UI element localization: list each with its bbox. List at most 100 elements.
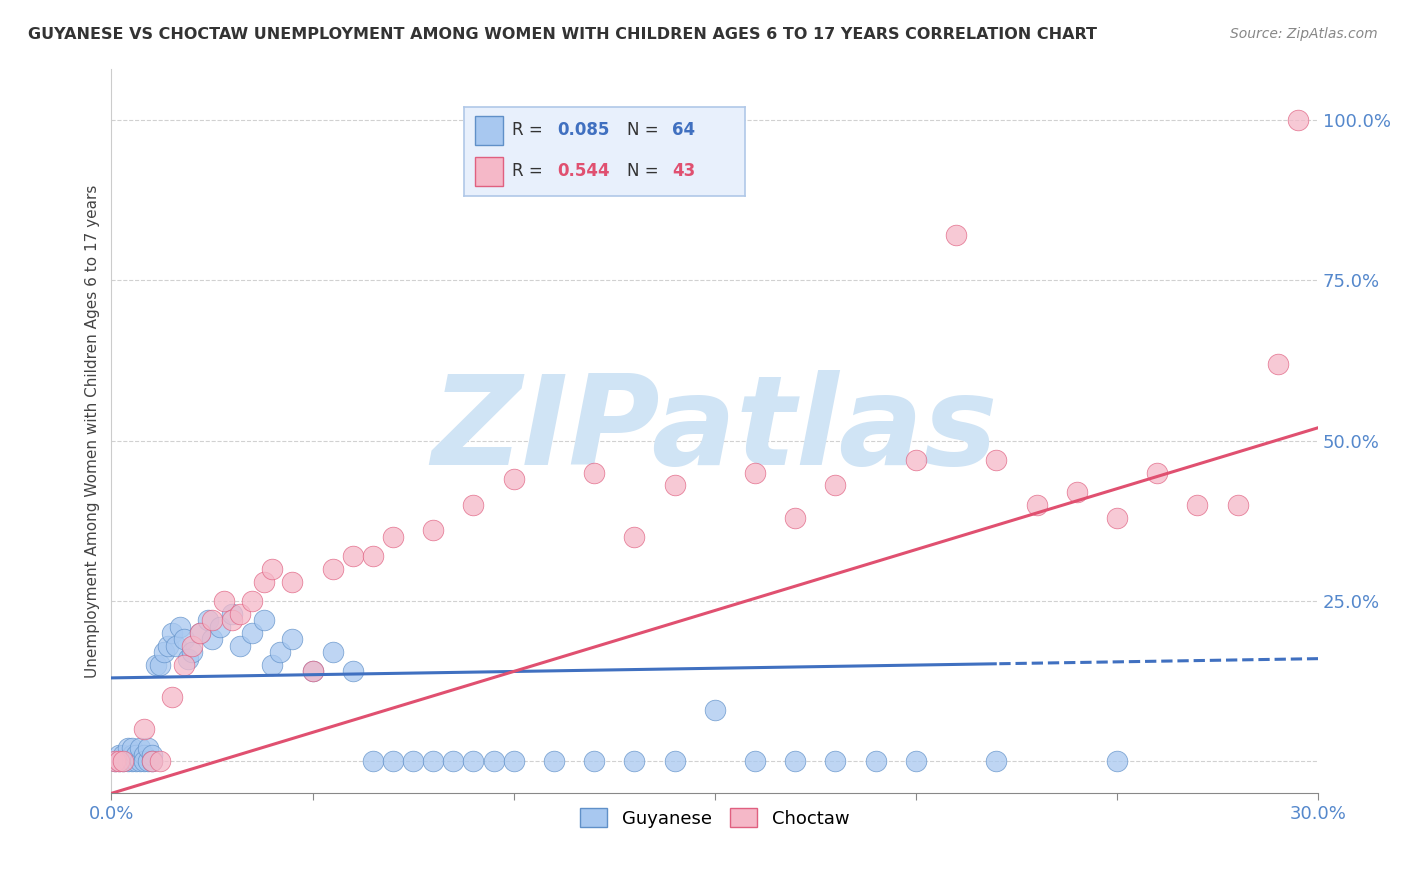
Text: 0.544: 0.544 [557, 162, 609, 180]
Point [744, 754, 766, 768]
Text: N =: N = [627, 121, 664, 139]
Point [1105, 754, 1128, 768]
Point [253, 613, 276, 627]
Point [152, 645, 174, 659]
Text: 0.085: 0.085 [557, 121, 609, 139]
Point [132, 722, 155, 736]
Point [1226, 498, 1249, 512]
Point [229, 639, 252, 653]
Point [262, 658, 284, 673]
Text: Source: ZipAtlas.com: Source: ZipAtlas.com [1230, 27, 1378, 41]
Y-axis label: Unemployment Among Women with Children Ages 6 to 17 years: Unemployment Among Women with Children A… [86, 185, 100, 678]
Point [824, 754, 846, 768]
Point [441, 754, 464, 768]
Point [104, 754, 127, 768]
Point [322, 562, 344, 576]
Legend: Guyanese, Choctaw: Guyanese, Choctaw [574, 801, 856, 835]
Point [583, 466, 606, 480]
Point [208, 619, 231, 633]
Point [240, 594, 263, 608]
Point [145, 658, 167, 673]
Point [132, 754, 155, 768]
Point [342, 665, 364, 679]
Point [1105, 510, 1128, 524]
Point [785, 754, 807, 768]
Point [117, 741, 139, 756]
Point [132, 747, 155, 762]
Point [623, 754, 645, 768]
Point [117, 754, 139, 768]
Point [229, 607, 252, 621]
Point [361, 754, 384, 768]
Point [1286, 112, 1309, 127]
Point [121, 754, 143, 768]
FancyBboxPatch shape [475, 116, 503, 145]
Point [149, 754, 172, 768]
Point [986, 754, 1008, 768]
Point [583, 754, 606, 768]
Point [1146, 466, 1168, 480]
Point [945, 228, 967, 243]
Point [201, 632, 224, 647]
Point [197, 613, 219, 627]
Point [253, 574, 276, 589]
Point [128, 754, 150, 768]
Point [180, 639, 202, 653]
Point [904, 452, 927, 467]
Text: R =: R = [512, 162, 548, 180]
Point [141, 747, 163, 762]
Text: ZIPatlas: ZIPatlas [432, 370, 998, 491]
Point [785, 510, 807, 524]
Point [422, 754, 444, 768]
Point [141, 754, 163, 768]
Point [201, 613, 224, 627]
Point [382, 754, 405, 768]
Point [904, 754, 927, 768]
Point [212, 594, 235, 608]
Point [136, 741, 159, 756]
Point [623, 530, 645, 544]
Point [108, 747, 131, 762]
Point [382, 530, 405, 544]
Point [463, 754, 485, 768]
Point [1187, 498, 1209, 512]
Point [281, 574, 304, 589]
Point [124, 747, 146, 762]
Point [169, 619, 191, 633]
Point [402, 754, 425, 768]
Point [322, 645, 344, 659]
Point [188, 626, 211, 640]
Point [173, 632, 195, 647]
Point [502, 472, 524, 486]
Point [112, 747, 135, 762]
Point [281, 632, 304, 647]
Point [104, 754, 127, 768]
Point [986, 452, 1008, 467]
Point [502, 754, 524, 768]
Point [165, 639, 187, 653]
Point [180, 645, 202, 659]
Point [301, 665, 323, 679]
Point [744, 466, 766, 480]
Text: 43: 43 [672, 162, 696, 180]
Point [177, 651, 200, 665]
Point [482, 754, 505, 768]
Point [703, 703, 725, 717]
Point [108, 754, 131, 768]
Point [221, 607, 243, 621]
Point [463, 498, 485, 512]
Point [188, 626, 211, 640]
Point [156, 639, 179, 653]
Point [269, 645, 291, 659]
Point [124, 754, 146, 768]
Point [112, 754, 135, 768]
Point [121, 747, 143, 762]
Point [136, 754, 159, 768]
Point [543, 754, 565, 768]
Point [149, 658, 172, 673]
Point [824, 478, 846, 492]
Point [240, 626, 263, 640]
Point [121, 741, 143, 756]
Point [865, 754, 887, 768]
Text: N =: N = [627, 162, 664, 180]
